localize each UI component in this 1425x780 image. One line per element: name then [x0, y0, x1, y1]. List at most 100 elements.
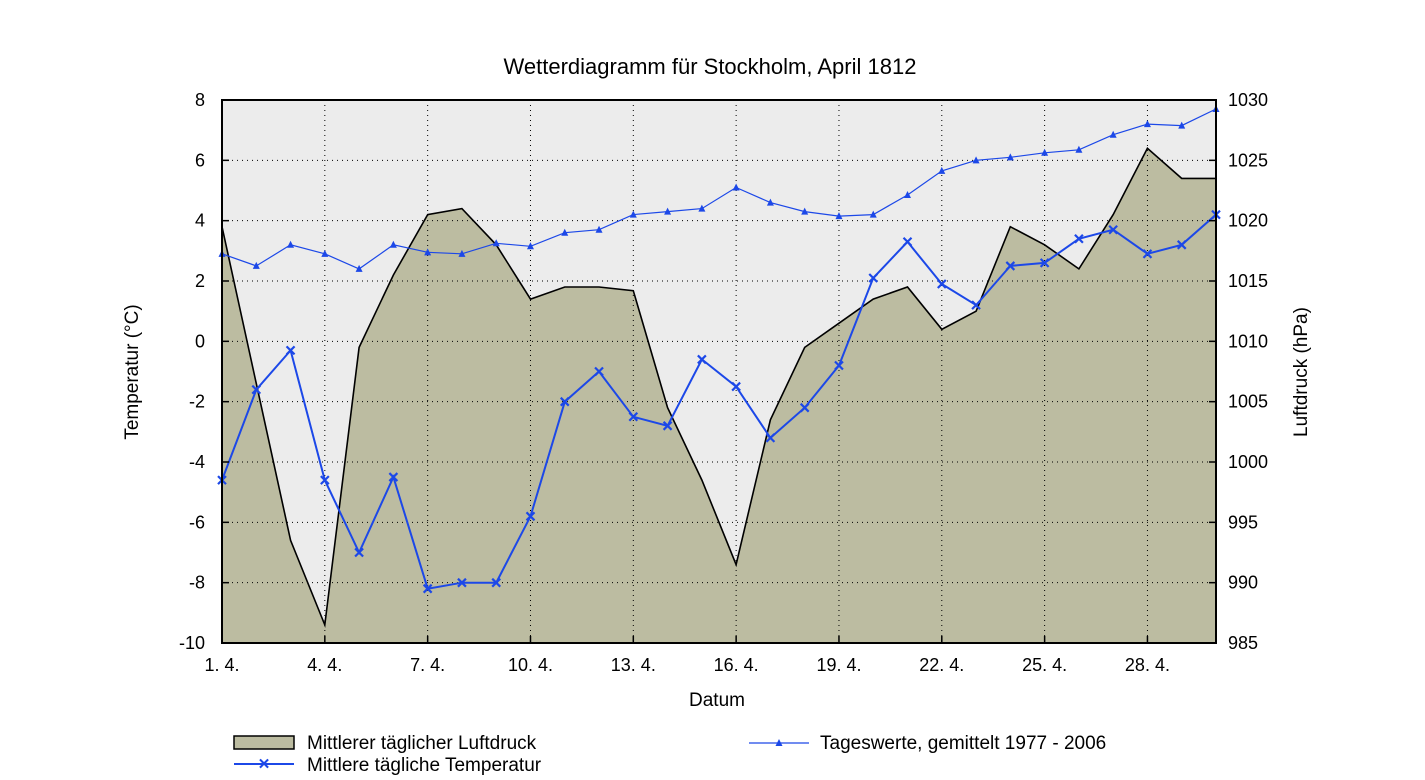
right-axis-ticks: 1030 1025 1020 1015 1010 1005 1000 995 990 985 [1209, 90, 1268, 653]
normal-temperature-point [389, 240, 397, 248]
x-tick-label: 22. 4. [919, 655, 964, 675]
x-tick-label: 1. 4. [204, 655, 239, 675]
legend-marker-temperature: ✕ [258, 756, 271, 773]
normal-temperature-point [1006, 153, 1014, 161]
temperature-markers [217, 209, 1221, 594]
x-axis-label: Datum [689, 690, 745, 711]
x-tick-label: 4. 4. [307, 655, 342, 675]
right-tick-label: 1020 [1228, 211, 1268, 231]
temperature-point [354, 547, 364, 558]
left-tick-label: 6 [195, 150, 205, 170]
right-tick-label: 990 [1228, 573, 1258, 593]
temperature-point [457, 577, 467, 588]
temperature-line [221, 213, 1217, 590]
normal-temperature-point [1075, 145, 1083, 153]
legend-label-normal: Tageswerte, gemittelt 1977 - 2006 [820, 733, 1106, 754]
temperature-point [868, 273, 879, 283]
temperature-point [388, 472, 399, 482]
temperature-point [834, 360, 844, 371]
x-tick-label: 7. 4. [410, 655, 445, 675]
temperature-point [628, 411, 639, 422]
temperature-point [251, 384, 262, 395]
normal-temperature-point [458, 249, 466, 257]
normal-temperature-point [526, 242, 534, 250]
right-tick-label: 1010 [1228, 331, 1268, 351]
normal-temperature-point [664, 207, 672, 215]
temperature-point [971, 300, 981, 310]
y-axis-label-left: Temperatur (°C) [122, 304, 143, 439]
x-axis-ticks: 1. 4. 4. 4. 7. 4. 10. 4. 13. 4. 16. 4. 19. 4. 2… [204, 636, 1170, 675]
left-axis-ticks: 8 6 4 2 0 -2 -4 -6 -8 -10 [179, 90, 229, 653]
left-tick-label: 4 [195, 211, 205, 231]
y-axis-label-right: Luftdruck (hPa) [1291, 307, 1312, 437]
temperature-point [799, 402, 810, 413]
normal-temperature-point [355, 264, 363, 272]
temperature-point [662, 421, 673, 431]
normal-temperature-markers [218, 105, 1220, 272]
normal-temperature-point [1041, 148, 1049, 156]
pressure-outline [221, 147, 1216, 629]
temperature-point [525, 511, 536, 522]
normal-temperature-point [1178, 121, 1186, 129]
normal-temperature-point [972, 156, 980, 164]
x-tick-label: 16. 4. [714, 655, 759, 675]
legend-swatch-pressure [233, 735, 295, 750]
left-tick-label: -4 [189, 452, 205, 472]
normal-temperature-point [492, 239, 500, 247]
temperature-point [1005, 261, 1016, 271]
normal-temperature-point [629, 210, 637, 218]
left-tick-label: 8 [195, 90, 205, 110]
normal-temperature-point [835, 212, 843, 220]
plot-frame [221, 99, 1217, 644]
legend-marker-normal [775, 739, 783, 746]
normal-temperature-point [424, 248, 432, 256]
temperature-point [594, 366, 604, 377]
normal-temperature-line [221, 108, 1217, 270]
temperature-point [1142, 249, 1153, 259]
left-tick-label: -8 [189, 573, 205, 593]
temperature-point [697, 354, 707, 365]
temperature-point [1039, 258, 1050, 268]
left-tick-label: -10 [179, 633, 205, 653]
right-tick-label: 1030 [1228, 90, 1268, 110]
normal-temperature-point [252, 261, 260, 269]
normal-temperature-point [732, 183, 740, 191]
grid-lines [222, 100, 1216, 643]
normal-temperature-point [595, 225, 603, 233]
temperature-point [902, 237, 913, 247]
legend: Mittlerer täglicher Luftdruck ✕ Mittlere… [233, 733, 1106, 776]
x-tick-label: 28. 4. [1125, 655, 1170, 675]
temperature-point [559, 396, 570, 407]
normal-temperature-point [938, 166, 946, 174]
right-tick-label: 1005 [1228, 392, 1268, 412]
temperature-point [1108, 224, 1118, 235]
left-tick-label: 2 [195, 271, 205, 291]
normal-temperature-point [766, 198, 774, 206]
left-tick-label: -6 [189, 512, 205, 532]
right-tick-label: 1015 [1228, 271, 1268, 291]
normal-temperature-point [321, 249, 329, 257]
normal-temperature-point [801, 207, 809, 215]
right-tick-label: 985 [1228, 633, 1258, 653]
x-tick-label: 25. 4. [1022, 655, 1067, 675]
temperature-point [422, 583, 433, 594]
temperature-point [491, 577, 501, 588]
x-tick-label: 19. 4. [816, 655, 861, 675]
temperature-point [285, 345, 296, 356]
left-tick-label: -2 [189, 392, 205, 412]
normal-temperature-point [698, 204, 706, 212]
chart-title: Wetterdiagramm für Stockholm, April 1812 [504, 54, 917, 79]
temperature-point [937, 279, 947, 289]
normal-temperature-point [1109, 130, 1117, 138]
normal-temperature-point [869, 210, 877, 218]
temperature-point [1176, 240, 1187, 250]
normal-temperature-point [561, 228, 569, 236]
temperature-point [765, 433, 776, 443]
left-tick-label: 0 [195, 331, 205, 351]
normal-temperature-point [904, 191, 912, 199]
right-tick-label: 1025 [1228, 150, 1268, 170]
normal-temperature-point [287, 240, 295, 248]
pressure-area [222, 148, 1216, 644]
temperature-point [731, 381, 741, 392]
legend-label-pressure: Mittlerer täglicher Luftdruck [307, 733, 537, 754]
